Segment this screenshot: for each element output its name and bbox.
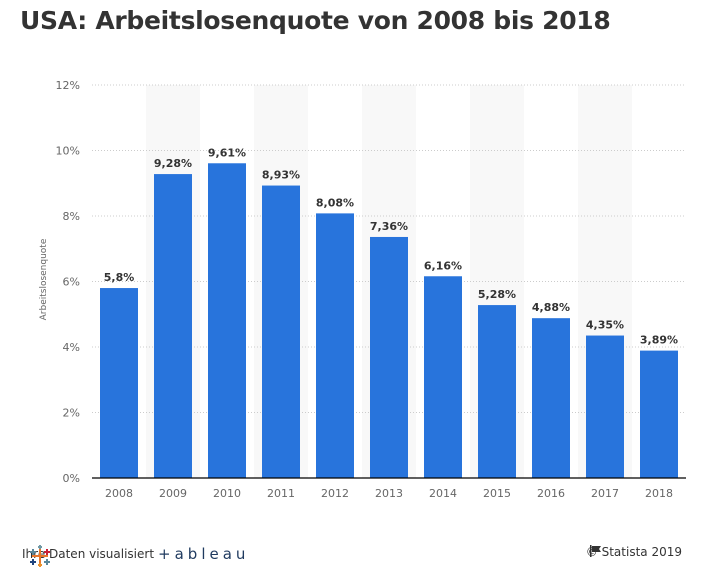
x-tick-label: 2012 <box>321 487 349 500</box>
bar <box>532 318 570 478</box>
data-label: 8,08% <box>316 196 354 209</box>
data-label: 4,88% <box>532 301 570 314</box>
bar <box>208 163 246 478</box>
data-label: 9,28% <box>154 157 192 170</box>
y-tick-label: 6% <box>63 276 80 289</box>
tableau-credit[interactable]: Ihre Daten visualisiert +ableau <box>22 545 250 567</box>
copyright-text: © Statista 2019 <box>585 545 682 559</box>
bar <box>424 276 462 478</box>
x-tick-label: 2015 <box>483 487 511 500</box>
data-label: 7,36% <box>370 220 408 233</box>
y-tick-label: 2% <box>63 407 80 420</box>
data-label: 9,61% <box>208 146 246 159</box>
x-tick-label: 2014 <box>429 487 457 500</box>
y-tick-label: 10% <box>56 145 80 158</box>
bar <box>478 305 516 478</box>
bar <box>262 185 300 479</box>
data-label: 5,28% <box>478 288 516 301</box>
bar <box>154 174 192 478</box>
x-tick-label: 2013 <box>375 487 403 500</box>
credit-text: Ihre Daten visualisiert <box>22 547 155 561</box>
x-tick-label: 2018 <box>645 487 673 500</box>
flag-icon[interactable] <box>589 545 602 557</box>
bar <box>640 350 678 478</box>
x-tick-label: 2008 <box>105 487 133 500</box>
x-tick-label: 2016 <box>537 487 565 500</box>
statista-credit[interactable]: © Statista 2019 <box>586 545 682 559</box>
x-tick-label: 2010 <box>213 487 241 500</box>
data-label: 8,93% <box>262 169 300 182</box>
bar <box>370 236 408 478</box>
bar <box>316 213 354 478</box>
y-tick-label: 12% <box>56 79 80 92</box>
data-label: 4,35% <box>586 319 624 332</box>
bar <box>100 288 138 478</box>
y-tick-label: 0% <box>63 472 80 485</box>
tableau-logo-icon <box>30 545 50 567</box>
y-tick-label: 4% <box>63 341 80 354</box>
data-label: 6,16% <box>424 259 462 272</box>
y-tick-label: 8% <box>63 210 80 223</box>
data-label: 5,8% <box>104 271 135 284</box>
tableau-wordmark: +ableau <box>158 545 250 563</box>
bar <box>586 335 624 478</box>
y-axis-label: Arbeitslosenquote <box>39 238 49 320</box>
data-label: 3,89% <box>640 334 678 347</box>
x-tick-label: 2017 <box>591 487 619 500</box>
x-tick-label: 2011 <box>267 487 295 500</box>
x-tick-label: 2009 <box>159 487 187 500</box>
chart-title: USA: Arbeitslosenquote von 2008 bis 2018 <box>20 6 611 35</box>
